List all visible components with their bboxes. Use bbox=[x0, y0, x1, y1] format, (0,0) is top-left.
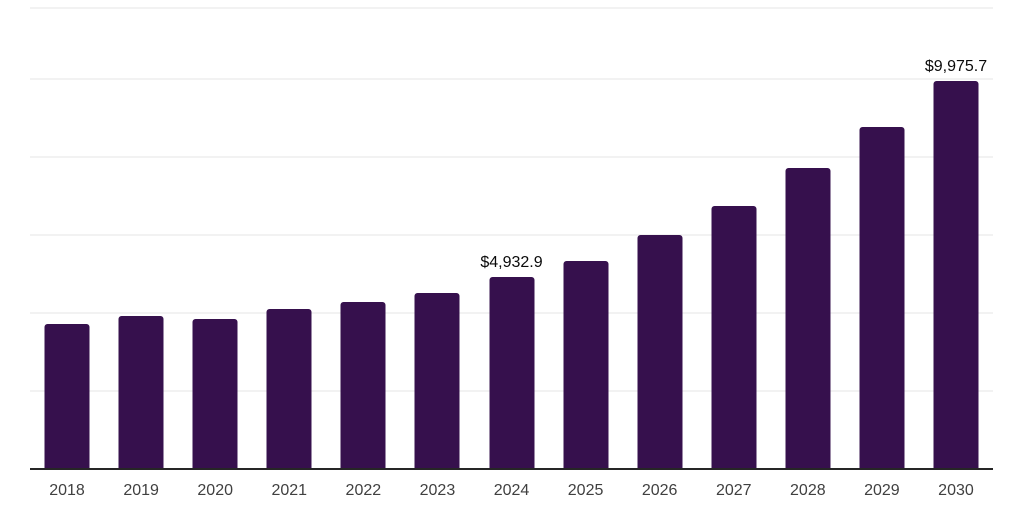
bar-column-2026 bbox=[623, 7, 697, 470]
x-axis-label-2030: 2030 bbox=[938, 482, 974, 499]
bar-2020 bbox=[192, 318, 238, 470]
x-axis-label-2028: 2028 bbox=[790, 482, 826, 499]
x-axis-label-2029: 2029 bbox=[864, 482, 900, 499]
data-label-2024: $4,932.9 bbox=[480, 254, 543, 272]
bar-2023 bbox=[414, 292, 460, 470]
bar-2029 bbox=[859, 127, 905, 470]
x-axis-label-2022: 2022 bbox=[345, 482, 382, 499]
bar-column-2021 bbox=[252, 7, 326, 470]
x-axis-label-2020: 2020 bbox=[197, 482, 233, 499]
plot-top-gridline bbox=[30, 7, 993, 9]
bar-2030 bbox=[933, 80, 979, 470]
x-axis-labels: 2018 2019 2020 2021 2022 2023 2024 2025 2026 2027… bbox=[30, 482, 993, 500]
bar-column-2024: $4,932.9 bbox=[474, 7, 548, 470]
bar-column-2020 bbox=[178, 7, 252, 470]
bar-2022 bbox=[340, 302, 386, 470]
bar-2021 bbox=[266, 309, 312, 470]
x-axis-label-2021: 2021 bbox=[271, 482, 308, 499]
x-axis-label-2019: 2019 bbox=[123, 482, 159, 499]
x-axis-label-2025: 2025 bbox=[567, 482, 604, 499]
x-axis-line bbox=[30, 468, 993, 470]
bar-column-2025 bbox=[549, 7, 623, 470]
x-axis-label-2018: 2018 bbox=[49, 482, 85, 499]
bar-column-2030: $9,975.7 bbox=[919, 7, 993, 470]
bar-column-2023 bbox=[400, 7, 474, 470]
x-axis-label-2027: 2027 bbox=[715, 482, 752, 499]
bar-2019 bbox=[118, 316, 164, 470]
x-axis-label-2023: 2023 bbox=[419, 482, 456, 499]
bar-2028 bbox=[785, 167, 831, 470]
data-label-2030: $9,975.7 bbox=[924, 57, 988, 75]
bar-2027 bbox=[711, 205, 757, 470]
bar-2025 bbox=[563, 260, 609, 470]
bar-column-2028 bbox=[771, 7, 845, 470]
bar-column-2029 bbox=[845, 7, 919, 470]
bar-2018 bbox=[44, 324, 90, 470]
gridline-10000 bbox=[30, 77, 993, 80]
x-axis-label-2026: 2026 bbox=[641, 482, 678, 499]
bars-row: $4,932.9 $9,975.7 bbox=[30, 7, 993, 470]
bar-2026 bbox=[637, 235, 683, 470]
bar-column-2019 bbox=[104, 7, 178, 470]
bar-column-2027 bbox=[697, 7, 771, 470]
gridline-6000 bbox=[30, 233, 993, 236]
plot-area: $4,932.9 $9,975.7 bbox=[30, 7, 993, 470]
x-axis-label-2024: 2024 bbox=[493, 482, 530, 499]
gridline-8000 bbox=[30, 155, 993, 158]
bar-2024 bbox=[489, 277, 534, 470]
bar-column-2022 bbox=[326, 7, 400, 470]
bar-column-2018 bbox=[30, 7, 104, 470]
